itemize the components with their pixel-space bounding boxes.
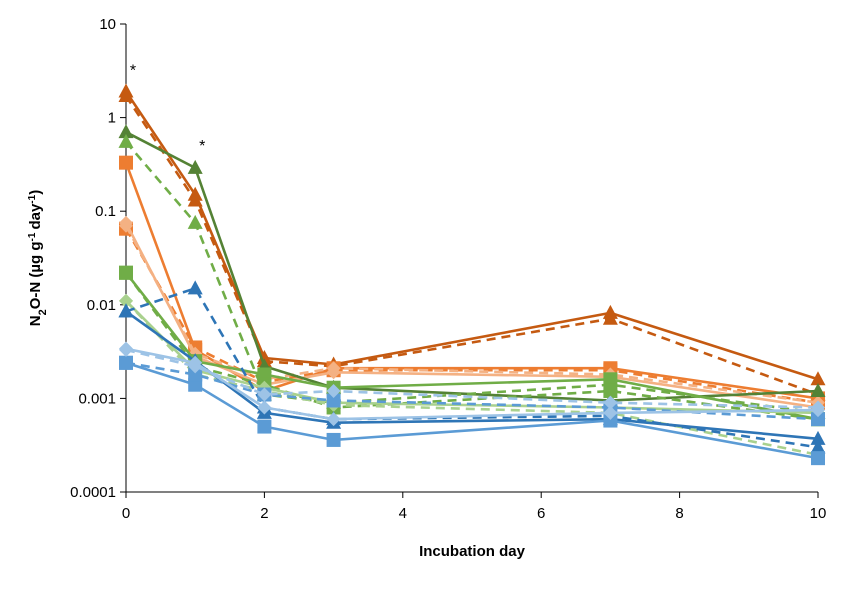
series-1: [118, 83, 826, 386]
data-point: [187, 159, 203, 174]
y-ticks: 0.0001 0.001 0.01 0.1 1 10: [70, 16, 126, 501]
data-point: [810, 371, 826, 386]
data-point: [118, 124, 134, 139]
series-line: [125, 310, 819, 441]
series-line: [125, 130, 819, 402]
significance-marker: *: [199, 138, 205, 155]
data-point: [119, 265, 133, 280]
data-point: [187, 280, 203, 295]
data-point: [119, 218, 133, 233]
data-point: [119, 342, 133, 357]
data-point: [810, 382, 826, 397]
series-line: [124, 95, 819, 396]
y-title-sup: -1: [27, 232, 38, 241]
data-point: [187, 214, 203, 229]
series-line: [125, 361, 819, 460]
y-tick-label: 10: [99, 16, 116, 33]
data-point: [326, 383, 341, 398]
data-point: [603, 372, 618, 387]
data-point: [119, 355, 133, 370]
series-line: [124, 271, 819, 421]
data-point: [187, 192, 203, 207]
data-point: [118, 303, 134, 318]
y-tick-label: 0.01: [87, 297, 116, 314]
x-tick-label: 0: [122, 505, 130, 522]
significance-marker: *: [130, 62, 136, 79]
x-axis-title: Incubation day: [419, 543, 526, 560]
x-tick-label: 6: [537, 505, 545, 522]
y-axis-title: N2O-N (µg g-1day-1): [27, 190, 50, 326]
y-tick-label: 1: [108, 110, 116, 127]
axes: 0.0001 0.001 0.01 0.1 1 10 0 2 4 6 8 10: [70, 16, 826, 522]
data-point: [810, 439, 826, 454]
data-point: [810, 430, 826, 445]
y-tick-label: 0.001: [78, 390, 116, 407]
data-point: [118, 88, 134, 103]
series-6: [119, 218, 825, 410]
data-point: [602, 310, 618, 325]
series-line: [125, 347, 819, 421]
data-point: [811, 412, 825, 427]
data-point: [326, 432, 341, 447]
x-tick-label: 4: [399, 505, 407, 522]
series-line: [124, 271, 819, 421]
data-point: [811, 451, 825, 466]
data-point: [811, 400, 825, 415]
data-point: [119, 293, 133, 308]
x-ticks: 0 2 4 6 8 10: [122, 492, 827, 522]
data-point: [118, 133, 134, 148]
series-line: [124, 90, 819, 381]
y-title-part: O-N (µg g: [27, 241, 44, 309]
series-line: [125, 348, 819, 409]
data-point: [603, 405, 618, 420]
series-line: [124, 225, 819, 404]
data-point: [326, 393, 341, 408]
data-point: [188, 367, 203, 382]
data-point: [257, 400, 272, 415]
data-point: [326, 361, 341, 376]
annotations: **: [130, 62, 205, 154]
data-point: [257, 419, 272, 434]
data-point: [603, 413, 618, 428]
y-title-sub: 2: [37, 309, 49, 315]
series-8: [118, 133, 826, 419]
y-title-part: ): [27, 190, 44, 195]
series-2: [118, 88, 826, 401]
y-title-sup: -1: [27, 194, 38, 203]
x-tick-label: 10: [810, 505, 827, 522]
y-tick-label: 0.1: [95, 203, 116, 220]
data-point: [603, 395, 618, 410]
data-point: [188, 359, 203, 374]
series-line: [125, 299, 819, 415]
series-18: [119, 342, 825, 415]
x-tick-label: 8: [675, 505, 683, 522]
y-title-part: day: [27, 203, 44, 230]
x-tick-label: 2: [260, 505, 268, 522]
data-point: [326, 412, 341, 427]
y-tick-label: 0.0001: [70, 484, 116, 501]
y-title-part: N: [27, 315, 44, 326]
data-point: [257, 387, 272, 402]
series: [118, 83, 826, 466]
data-point: [603, 383, 618, 398]
data-point: [119, 155, 133, 170]
